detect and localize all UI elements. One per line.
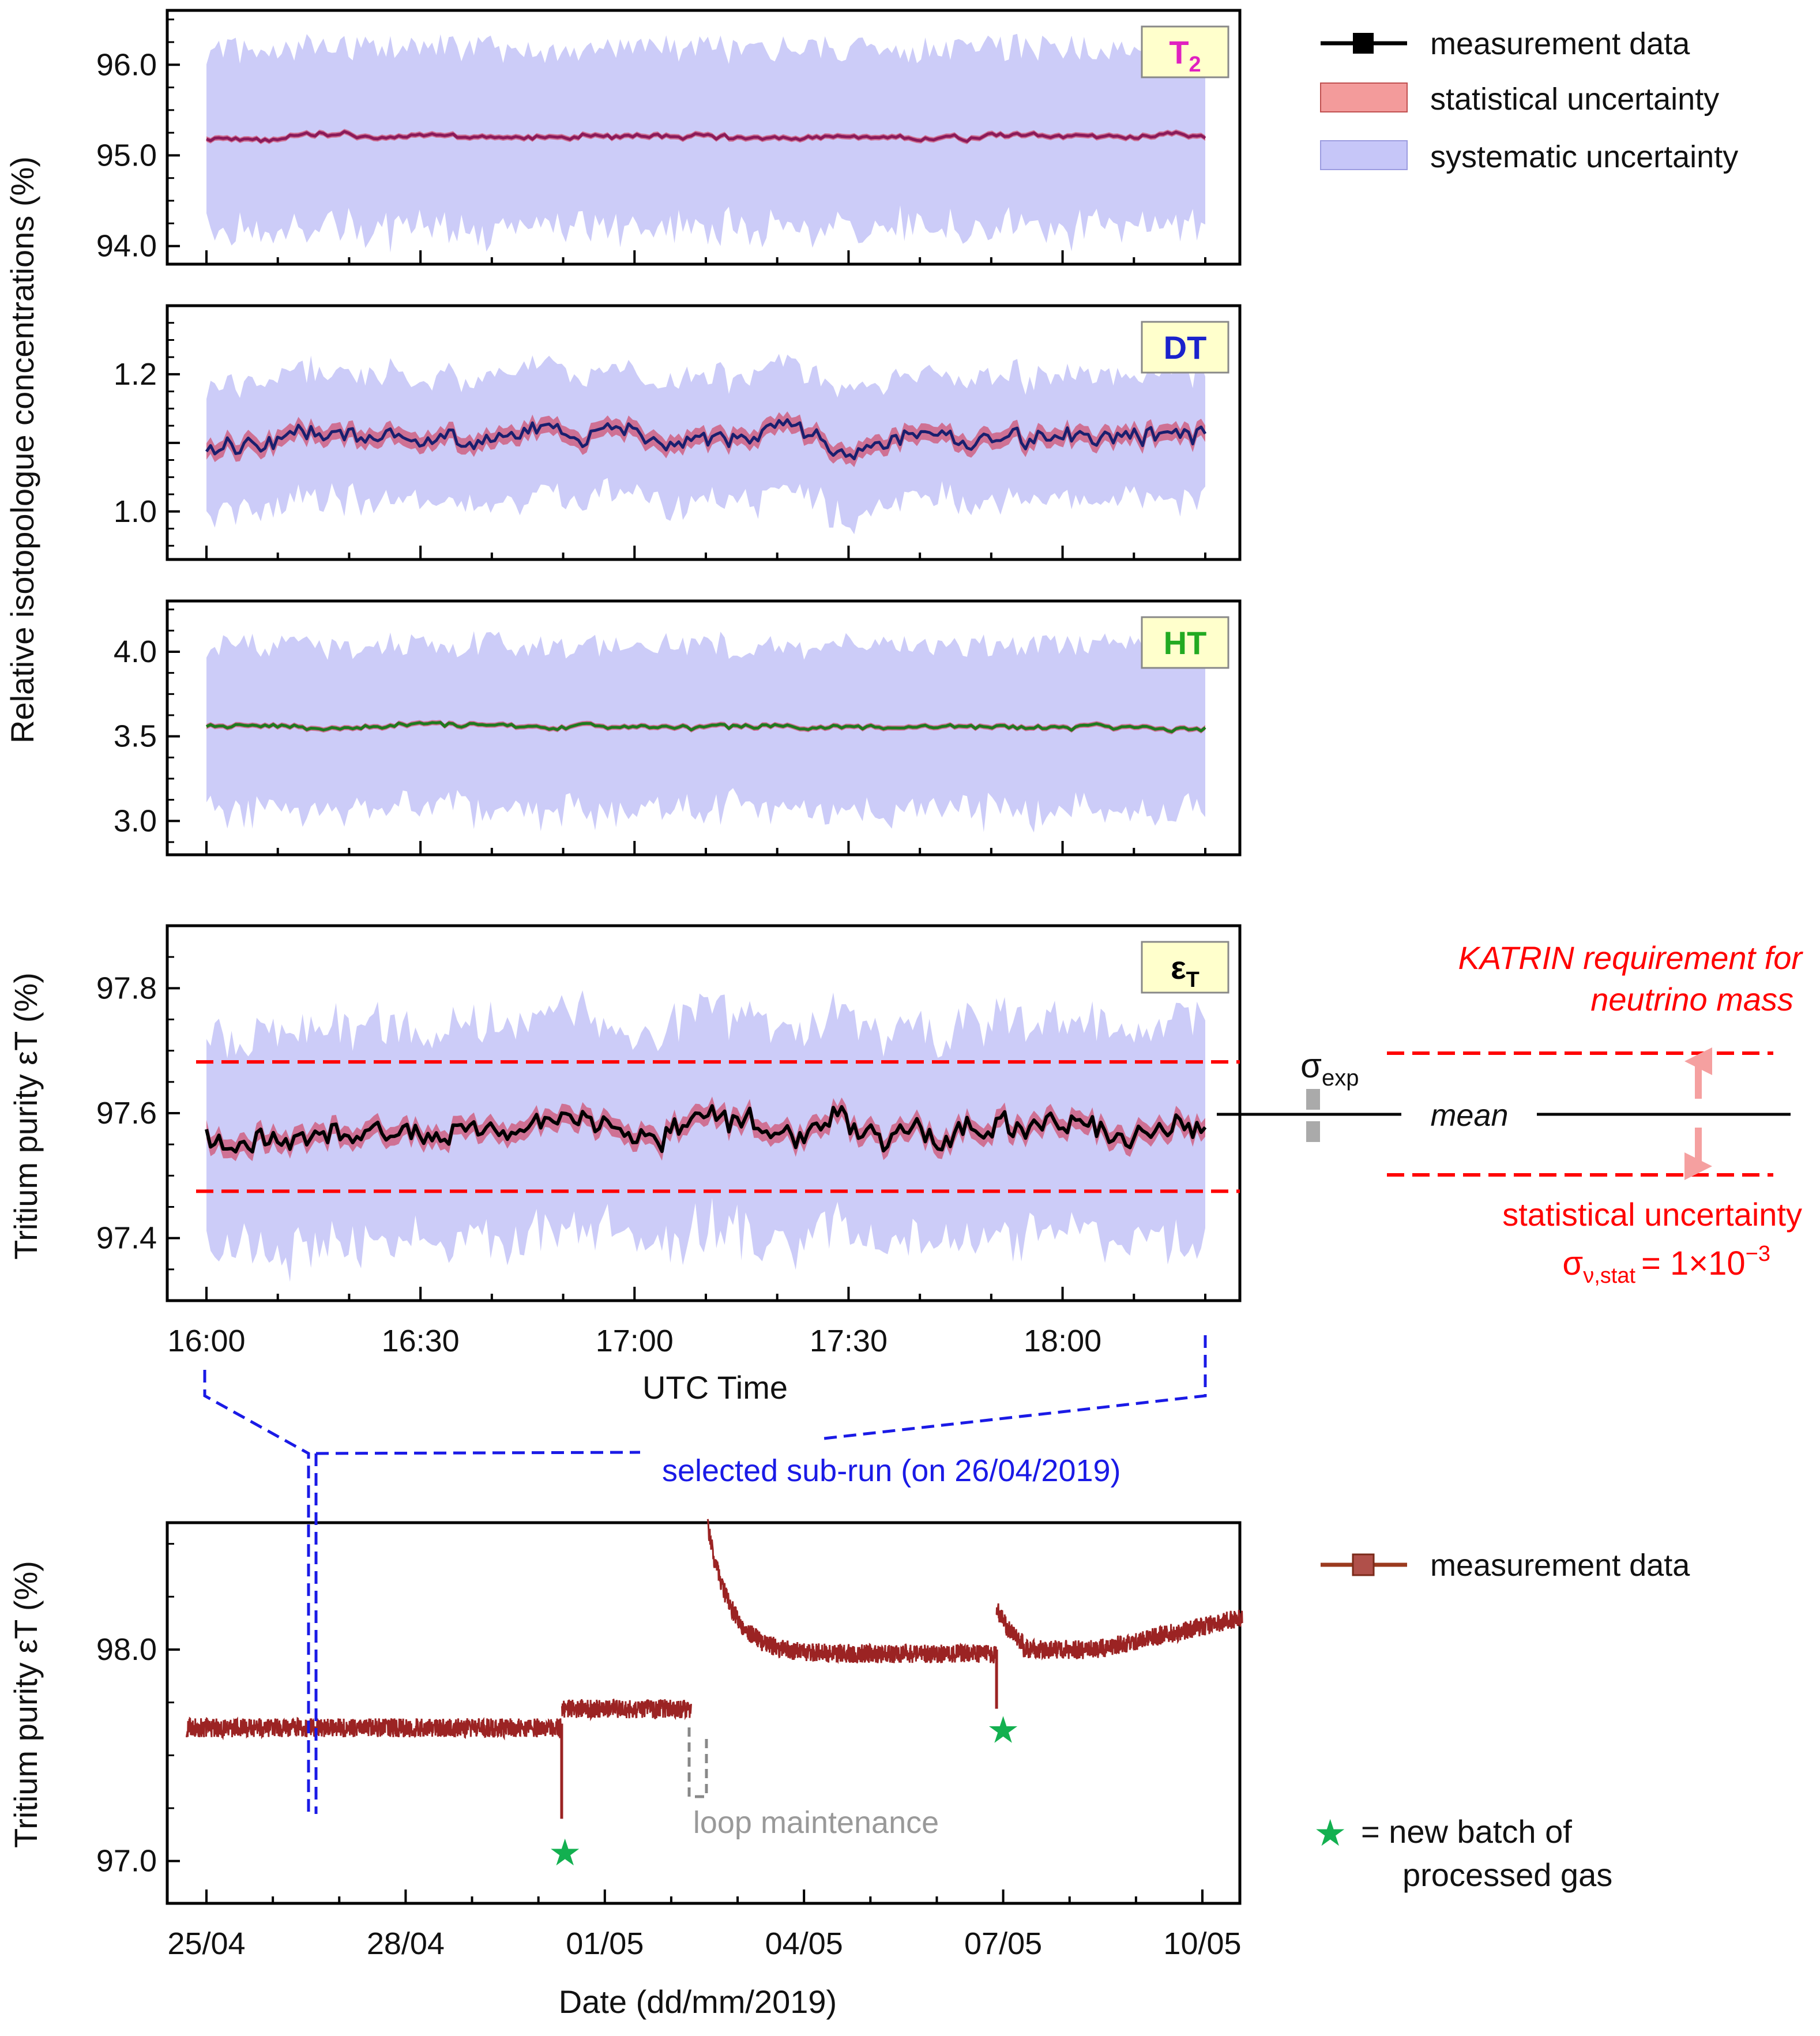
dt-ytick-label: 1.0: [114, 494, 157, 529]
purity-xtick-label: 16:30: [382, 1324, 460, 1358]
svg-text:T2: T2: [1169, 34, 1201, 77]
purity-data-line: [205, 1104, 1207, 1154]
legend-measurement-label: measurement data: [1430, 27, 1690, 61]
ht-ytick-label: 3.0: [114, 803, 157, 838]
longterm-xtick-label: 28/04: [367, 1926, 445, 1961]
t2-statistical-band: [206, 129, 1205, 145]
svg-text:σexp: σexp: [1300, 1046, 1359, 1091]
top-legend: measurement data statistical uncertainty…: [1320, 27, 1738, 174]
shared-y-axis-label: Relative isotopologue concentrations (%): [4, 156, 40, 743]
purity-ytick-label: 97.8: [96, 971, 157, 1005]
t2-frame: [166, 9, 1242, 266]
legend-longterm-label: measurement data: [1430, 1548, 1690, 1583]
purity-badge-label: ε: [1171, 949, 1186, 986]
longterm-ytick-label: 98.0: [96, 1632, 157, 1667]
longterm-y-axis-label: Tritium purity εT (%): [7, 1561, 44, 1848]
purity-ytick-label: 97.6: [96, 1096, 157, 1130]
t2-panel: 94.0 95.0 96.0 T2: [96, 9, 1242, 266]
ht-systematic-band: [206, 631, 1205, 833]
bottom-legend: measurement data ★ = new batch of proces…: [1314, 1548, 1690, 1893]
sigma-nu-value: = 1×10: [1641, 1245, 1746, 1282]
mean-label: mean: [1430, 1098, 1508, 1133]
dt-frame: [166, 304, 1242, 561]
new-batch-star: ★: [548, 1832, 581, 1873]
longterm-segment-line: [561, 1698, 692, 1722]
longterm-frame: [166, 1521, 1242, 1905]
t2-badge-subscript: 2: [1189, 52, 1201, 77]
loop-maintenance-label: loop maintenance: [693, 1805, 939, 1840]
longterm-segment-line: [706, 1519, 998, 1665]
purity-xtick-label: 18:00: [1024, 1324, 1101, 1358]
ht-ytick-label: 3.5: [114, 719, 157, 754]
dt-panel: 1.0 1.2 DT: [114, 304, 1242, 561]
t2-ytick-label: 94.0: [96, 229, 157, 264]
purity-statistical-band: [206, 1096, 1205, 1162]
purity-ytick-label: 97.4: [96, 1221, 157, 1256]
new-batch-star: ★: [987, 1709, 1020, 1750]
subrun-connector: selected sub-run (on 26/04/2019): [203, 1335, 1207, 1814]
t2-ytick-label: 95.0: [96, 138, 157, 172]
statistical-uncertainty-label: statistical uncertainty: [1502, 1196, 1802, 1233]
longterm-xtick-label: 07/05: [964, 1926, 1042, 1961]
t2-systematic-band: [206, 33, 1205, 253]
t2-badge-label: T: [1169, 34, 1189, 70]
sigma-nu-exponent: −3: [1746, 1242, 1770, 1266]
svg-text:σν,stat= 1×10−3: σν,stat = 1×10−3: [1562, 1242, 1770, 1288]
t2-badge: [1141, 25, 1229, 78]
purity-xtick-label: 17:30: [810, 1324, 888, 1358]
ht-data-line: [205, 721, 1206, 734]
ht-frame: [166, 599, 1242, 857]
purity-x-axis-label: UTC Time: [642, 1369, 788, 1406]
purity-badge-subscript: T: [1186, 968, 1199, 992]
maintenance-annotation: loop maintenance: [687, 1727, 939, 1840]
dt-data-line: [205, 418, 1207, 461]
svg-text:εT: εT: [1171, 949, 1199, 992]
legend-stat-label: statistical uncertainty: [1430, 82, 1719, 117]
ht-ytick-label: 4.0: [114, 634, 157, 669]
longterm-segment-line: [995, 1603, 1243, 1661]
katrin-requirement-line1: KATRIN requirement for: [1458, 940, 1804, 976]
new-batch-line2: processed gas: [1402, 1857, 1612, 1893]
sigma-exp-symbol: σ: [1300, 1046, 1322, 1085]
purity-xtick-label: 16:00: [167, 1324, 245, 1358]
sigma-nu-subscript: ν,stat: [1583, 1264, 1635, 1288]
dt-badge: [1141, 321, 1229, 374]
new-batch-star-icon: ★: [1314, 1812, 1347, 1854]
t2-data-line: [206, 130, 1206, 143]
dt-badge-label: DT: [1164, 329, 1207, 366]
longterm-x-axis-label: Date (dd/mm/2019): [559, 1984, 837, 2020]
longterm-xtick-label: 04/05: [765, 1926, 843, 1961]
t2-ytick-label: 96.0: [96, 47, 157, 82]
svg-text:DT: DT: [1164, 329, 1207, 366]
longterm-xtick-label: 01/05: [566, 1926, 644, 1961]
purity-y-axis-label: Tritium purity εT (%): [7, 972, 44, 1260]
ht-panel: 3.0 3.5 4.0 HT: [114, 599, 1242, 857]
purity-xtick-label: 17:00: [596, 1324, 674, 1358]
dt-ytick-label: 1.2: [114, 357, 157, 392]
longterm-ytick-label: 97.0: [96, 1844, 157, 1879]
ht-badge: [1141, 616, 1229, 669]
sigma-exp-subscript: exp: [1322, 1065, 1359, 1091]
legend-sys-label: systematic uncertainty: [1430, 140, 1738, 174]
katrin-requirement-line2: neutrino mass: [1590, 981, 1793, 1017]
svg-text:HT: HT: [1164, 625, 1207, 661]
katrin-annotations: KATRIN requirement for neutrino mass mea…: [1217, 940, 1803, 1288]
longterm-panel: 97.0 98.0 ★ ★ 25/04 28/04 01/05 04/05 07/05 10/05: [96, 1519, 1243, 1961]
new-batch-line1: = new batch of: [1361, 1813, 1572, 1850]
purity-panel: 97.4 97.6 97.8 16:00 16:30 17:00 17:30 18:00 εT: [96, 924, 1242, 1358]
longterm-xtick-label: 25/04: [167, 1926, 245, 1961]
selected-subrun-label: selected sub-run (on 26/04/2019): [662, 1453, 1121, 1488]
sigma-nu-symbol: σ: [1562, 1245, 1583, 1282]
longterm-segment-line: [186, 1716, 563, 1741]
purity-badge: [1141, 941, 1229, 994]
ht-badge-label: HT: [1164, 625, 1207, 661]
longterm-xtick-label: 10/05: [1163, 1926, 1241, 1961]
